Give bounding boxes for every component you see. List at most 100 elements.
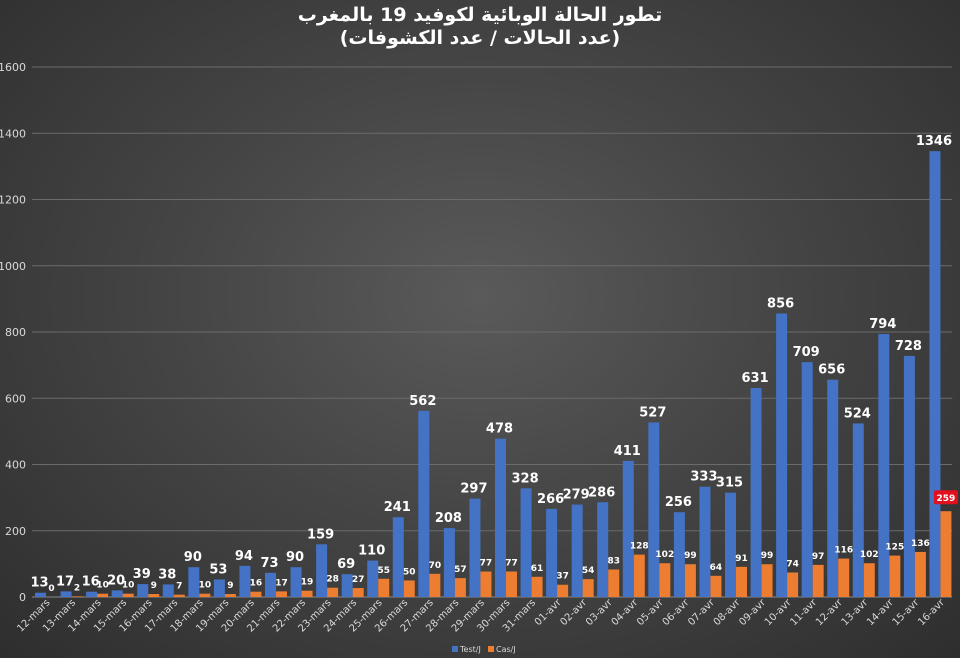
- bar-cas: [812, 564, 824, 597]
- data-label-cas: 91: [735, 554, 748, 564]
- bar-cas: [506, 571, 517, 597]
- bar-cas: [838, 558, 850, 597]
- data-label-test: 73: [260, 556, 278, 571]
- data-label-test: 315: [716, 476, 743, 491]
- data-label-test: 159: [307, 527, 334, 542]
- data-label-test: 39: [133, 567, 151, 582]
- data-label-cas: 55: [377, 566, 390, 576]
- bar-test: [35, 592, 46, 597]
- bar-test: [316, 544, 328, 597]
- data-label-cas: 10: [96, 581, 109, 591]
- data-label-test: 53: [209, 562, 227, 577]
- x-tick-label: 03-avr: [584, 597, 615, 628]
- data-label-cas: 9: [151, 581, 157, 591]
- bar-test: [520, 488, 532, 597]
- highlight-badge: [933, 490, 958, 505]
- bar-test: [673, 512, 685, 597]
- data-label-test: 631: [741, 371, 768, 386]
- bar-test: [699, 486, 711, 597]
- y-tick-label: 800: [5, 326, 26, 339]
- bar-cas: [224, 594, 236, 597]
- data-label-cas: 54: [582, 566, 595, 576]
- y-tick-label: 1200: [0, 194, 26, 207]
- bar-cas: [199, 593, 211, 597]
- bar-cas: [914, 551, 926, 597]
- data-label-test: 241: [384, 500, 411, 515]
- data-label-cas: 10: [199, 581, 212, 591]
- data-label-test: 17: [56, 574, 74, 589]
- data-label-test: 16: [82, 575, 100, 590]
- data-label-cas: 77: [480, 558, 493, 568]
- data-label-test: 20: [107, 573, 125, 588]
- bar-test: [469, 498, 481, 597]
- x-tick-label: 01-avr: [533, 597, 564, 628]
- bar-test: [60, 591, 72, 597]
- data-label-cas: 128: [630, 542, 649, 552]
- y-tick-label: 1400: [0, 127, 26, 140]
- data-label-cas: 83: [607, 557, 620, 567]
- x-tick-label: 04-avr: [610, 597, 641, 628]
- data-label-cas: 50: [403, 567, 416, 577]
- bar-cas: [608, 569, 620, 597]
- data-label-cas: 61: [531, 564, 544, 574]
- data-label-cas: 102: [860, 550, 879, 560]
- data-label-cas: 102: [655, 550, 674, 560]
- y-tick-label: 400: [5, 459, 26, 472]
- data-label-test: 38: [158, 567, 176, 582]
- data-label-cas: 99: [761, 551, 774, 561]
- x-tick-label: 16-avr: [916, 597, 947, 628]
- bar-test: [239, 565, 251, 597]
- data-label-test: 856: [767, 296, 794, 311]
- data-label-test: 709: [793, 345, 820, 360]
- x-tick-label: 10-avr: [763, 597, 794, 628]
- bar-test: [571, 504, 583, 597]
- bar-test: [801, 362, 813, 597]
- bar-test: [776, 313, 788, 597]
- data-label-test: 297: [460, 482, 487, 497]
- data-label-cas: 0: [48, 584, 54, 594]
- data-label-cas: 64: [710, 563, 723, 573]
- data-label-test: 524: [844, 406, 871, 421]
- data-label-test: 333: [690, 470, 717, 485]
- data-label-test: 562: [409, 394, 436, 409]
- bar-test: [750, 387, 762, 597]
- bar-test: [443, 528, 455, 597]
- bar-cas: [889, 555, 901, 597]
- bar-test: [852, 423, 864, 597]
- data-label-test: 279: [563, 488, 590, 503]
- bar-cas: [352, 588, 364, 597]
- data-label-cas: 27: [352, 575, 365, 585]
- x-tick-label: 02-avr: [558, 597, 589, 628]
- bar-cas: [173, 594, 185, 597]
- data-label-cas: 10: [122, 581, 135, 591]
- data-label-cas: 77: [505, 558, 518, 568]
- data-label-cas: 97: [812, 552, 825, 562]
- bar-test: [341, 574, 353, 597]
- bar-test: [392, 517, 404, 597]
- bar-cas: [378, 578, 390, 597]
- y-tick-label: 1000: [0, 260, 26, 273]
- bar-cas: [787, 572, 799, 597]
- data-label-test: 328: [511, 471, 538, 486]
- data-label-cas: 99: [684, 551, 697, 561]
- data-label-cas: 17: [275, 578, 288, 588]
- bar-test: [597, 502, 609, 597]
- bar-test: [903, 355, 915, 597]
- bar-cas: [301, 590, 313, 597]
- bar-cas: [454, 578, 466, 597]
- bar-cas: [531, 576, 543, 597]
- bar-cas: [250, 591, 262, 597]
- legend-swatch-cas: [488, 646, 494, 652]
- bar-test: [546, 508, 558, 597]
- x-tick-label: 13-avr: [840, 597, 871, 628]
- data-label-test: 794: [869, 317, 896, 332]
- bar-cas: [327, 587, 339, 597]
- legend-swatch-test: [452, 646, 458, 652]
- data-label-test: 286: [588, 485, 615, 500]
- bar-cas: [736, 566, 747, 597]
- bar-cas: [122, 593, 134, 597]
- bar-test: [188, 567, 200, 597]
- bar-cas: [940, 511, 952, 597]
- data-label-cas: 37: [556, 572, 569, 582]
- bar-test: [111, 590, 123, 597]
